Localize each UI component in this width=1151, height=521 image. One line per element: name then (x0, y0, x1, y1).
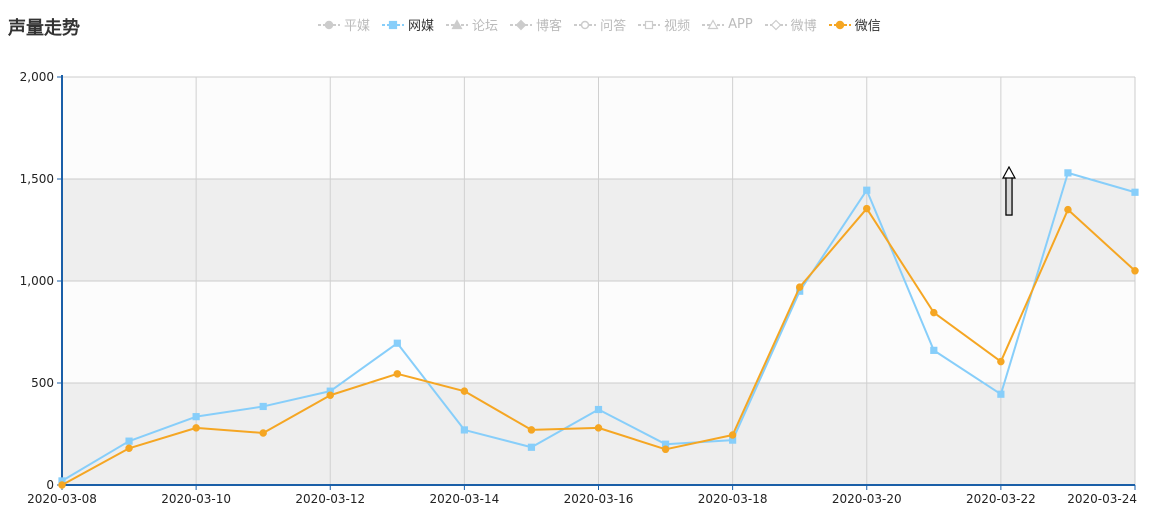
y-tick-label: 500 (31, 376, 54, 390)
data-point (1131, 267, 1139, 275)
data-point (728, 431, 737, 439)
legend-item-2[interactable]: 论坛 (446, 15, 498, 34)
data-point (661, 445, 670, 454)
diamond-marker-icon (510, 19, 533, 30)
legend-item-6[interactable]: APP (702, 17, 753, 32)
data-point (1064, 169, 1072, 177)
legend-label: 问答 (600, 19, 627, 34)
x-tick-label: 2020-03-16 (564, 492, 634, 506)
y-tick-label: 1,000 (20, 274, 54, 288)
x-tick-label: 2020-03-10 (161, 492, 231, 506)
legend-marker (835, 20, 844, 29)
data-point (1064, 205, 1072, 214)
data-point (795, 283, 804, 291)
legend-marker (451, 18, 463, 29)
legend-label: 平媒 (344, 19, 371, 34)
x-tick-label: 2020-03-18 (698, 492, 768, 506)
legend-item-1[interactable]: 网媒 (382, 15, 434, 34)
y-tick-label: 2,000 (20, 70, 54, 84)
legend-item-7[interactable]: 微博 (764, 15, 817, 34)
data-point (930, 308, 938, 317)
x-tick-label: 2020-03-22 (966, 492, 1036, 506)
x-tick-label: 2020-03-14 (430, 492, 500, 506)
legend-label: 微信 (854, 19, 881, 34)
data-point (527, 426, 536, 434)
legend-item-5[interactable]: 视频 (638, 15, 690, 34)
mouse-cursor-icon (1001, 165, 1017, 222)
data-point (594, 405, 603, 414)
legend-label: APP (728, 17, 753, 32)
series-1 (58, 204, 1139, 489)
legend-marker (644, 20, 654, 29)
x-tick-label: 2020-03-20 (832, 492, 902, 506)
legend-marker (515, 19, 527, 30)
legend-label: 微博 (790, 19, 817, 34)
circle-marker-icon (828, 20, 851, 29)
data-point (863, 186, 871, 194)
data-point (125, 444, 133, 453)
diamond-open-marker-icon (764, 19, 787, 30)
legend-marker (770, 19, 782, 30)
triangle-marker-icon (446, 18, 469, 29)
data-point (997, 357, 1005, 366)
legend-label: 视频 (664, 19, 691, 34)
x-tick-label: 2020-03-08 (27, 492, 97, 506)
data-point (192, 424, 200, 432)
data-point (460, 387, 469, 395)
legend-item-3[interactable]: 博客 (510, 15, 562, 34)
x-tick-label: 2020-03-12 (295, 492, 365, 506)
y-tick-label: 0 (46, 478, 54, 492)
chart-legend: 平媒 网媒 论坛 博客 问答 视频 APP 微博 微信 (318, 15, 893, 34)
legend-marker (388, 20, 398, 29)
data-point (1131, 188, 1139, 196)
data-point (326, 391, 334, 399)
chart-title: 声量走势 (8, 18, 80, 39)
square-open-marker-icon (638, 20, 661, 29)
y-tick-label: 1,500 (20, 172, 54, 186)
data-point (259, 429, 267, 437)
legend-marker (324, 20, 334, 29)
data-point (259, 402, 267, 411)
legend-label: 网媒 (408, 19, 435, 34)
legend-item-0[interactable]: 平媒 (318, 15, 370, 34)
data-point (527, 443, 536, 451)
data-point (460, 426, 468, 434)
data-point (393, 370, 402, 378)
data-point (125, 437, 133, 445)
legend-label: 博客 (536, 19, 563, 34)
triangle-open-marker-icon (702, 18, 725, 29)
circle-open-marker-icon (574, 20, 597, 29)
square-marker-icon (382, 20, 405, 29)
data-point (930, 346, 938, 354)
legend-marker (707, 18, 719, 29)
data-point (997, 390, 1005, 398)
data-point (192, 413, 200, 421)
legend-item-4[interactable]: 问答 (574, 15, 626, 34)
legend-marker (580, 20, 590, 29)
x-tick-label: 2020-03-24 (1067, 492, 1137, 506)
circle-marker-icon (318, 20, 340, 29)
data-point (393, 339, 401, 347)
legend-item-8[interactable]: 微信 (828, 15, 881, 34)
legend-label: 论坛 (472, 19, 499, 34)
data-point (594, 424, 603, 432)
data-point (863, 204, 871, 213)
data-point (58, 481, 66, 489)
